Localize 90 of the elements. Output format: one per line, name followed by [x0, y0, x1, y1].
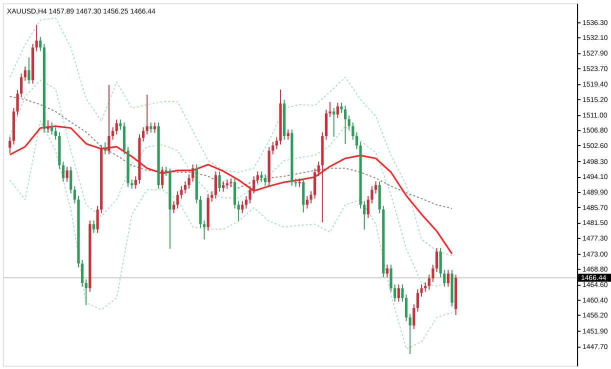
candlestick [439, 247, 442, 278]
candlestick [184, 180, 187, 194]
candlestick [332, 107, 336, 138]
candlestick [272, 141, 274, 155]
candlestick [401, 284, 404, 302]
candlestick [432, 264, 434, 282]
candlestick [24, 66, 26, 82]
candlestick [35, 24, 38, 52]
candlestick [394, 284, 396, 302]
candlestick [202, 220, 206, 240]
candlestick [50, 122, 54, 136]
candlestick [248, 186, 252, 204]
candlestick [317, 161, 320, 176]
candlestick [172, 200, 176, 214]
candlestick [153, 122, 156, 134]
candlestick [146, 94, 148, 136]
candlestick [96, 205, 99, 234]
candlestick [352, 122, 354, 140]
candlestick [256, 171, 259, 184]
candlestick [84, 278, 88, 306]
candlestick [81, 260, 84, 288]
candlestick [252, 176, 256, 194]
candlestick [46, 120, 50, 134]
candlestick [324, 109, 328, 140]
candlestick [218, 171, 221, 192]
candlestick [443, 269, 446, 288]
candlestick [416, 288, 420, 312]
candlestick [20, 73, 23, 98]
candlestick [302, 178, 305, 213]
candlestick [92, 220, 96, 234]
line-series [9, 120, 453, 350]
candlestick [8, 136, 12, 154]
candlestick [390, 264, 392, 292]
candlestick [310, 190, 312, 204]
candlestick [408, 313, 412, 354]
candlestick [336, 102, 339, 119]
candlestick [374, 180, 378, 194]
candlestick [348, 115, 350, 130]
candlestick [363, 200, 366, 230]
candlestick [446, 269, 450, 288]
candlestick [161, 166, 164, 190]
candlestick [192, 164, 194, 182]
candlestick [130, 179, 134, 190]
candlestick [412, 304, 416, 330]
candlestick [340, 102, 343, 114]
candlestick [180, 186, 183, 200]
candlestick [355, 132, 358, 150]
candlestick [62, 161, 65, 182]
candlestick [214, 171, 217, 200]
candlestick [420, 284, 423, 298]
line-series [9, 125, 453, 255]
candlestick [115, 119, 118, 136]
candlestick [233, 178, 236, 209]
candlestick [176, 190, 179, 209]
candlestick [73, 186, 76, 204]
candlestick [119, 119, 122, 130]
candlestick [244, 196, 248, 209]
candlestick [344, 105, 347, 145]
candlestick [226, 179, 228, 190]
candlestick [142, 126, 145, 142]
candlestick [16, 89, 19, 116]
candlestick [66, 166, 68, 182]
candlestick [222, 180, 225, 192]
candlestick [370, 186, 374, 204]
candlestick [260, 171, 263, 182]
candlestick [70, 166, 72, 194]
candlestick [435, 247, 438, 273]
candlestick [54, 126, 57, 140]
candlestick [275, 136, 278, 150]
candlestick [210, 190, 214, 202]
candlestick [328, 102, 332, 118]
candlestick [241, 200, 244, 214]
candlestick [428, 274, 430, 290]
candlestick [306, 196, 308, 209]
candlestick [150, 122, 152, 134]
candlestick [314, 168, 316, 200]
candlestick [134, 176, 137, 190]
line-series [9, 96, 453, 209]
candlestick [112, 126, 114, 140]
candlestick [286, 128, 290, 140]
candlestick [386, 264, 389, 278]
candlestick [108, 84, 110, 155]
candlestick [264, 174, 267, 186]
candlestick [366, 196, 370, 218]
candlestick [28, 56, 30, 84]
candlestick [188, 174, 190, 190]
candlestick [397, 284, 400, 302]
candlestick [39, 36, 42, 52]
candlestick [404, 294, 408, 322]
candlestick [237, 200, 240, 222]
